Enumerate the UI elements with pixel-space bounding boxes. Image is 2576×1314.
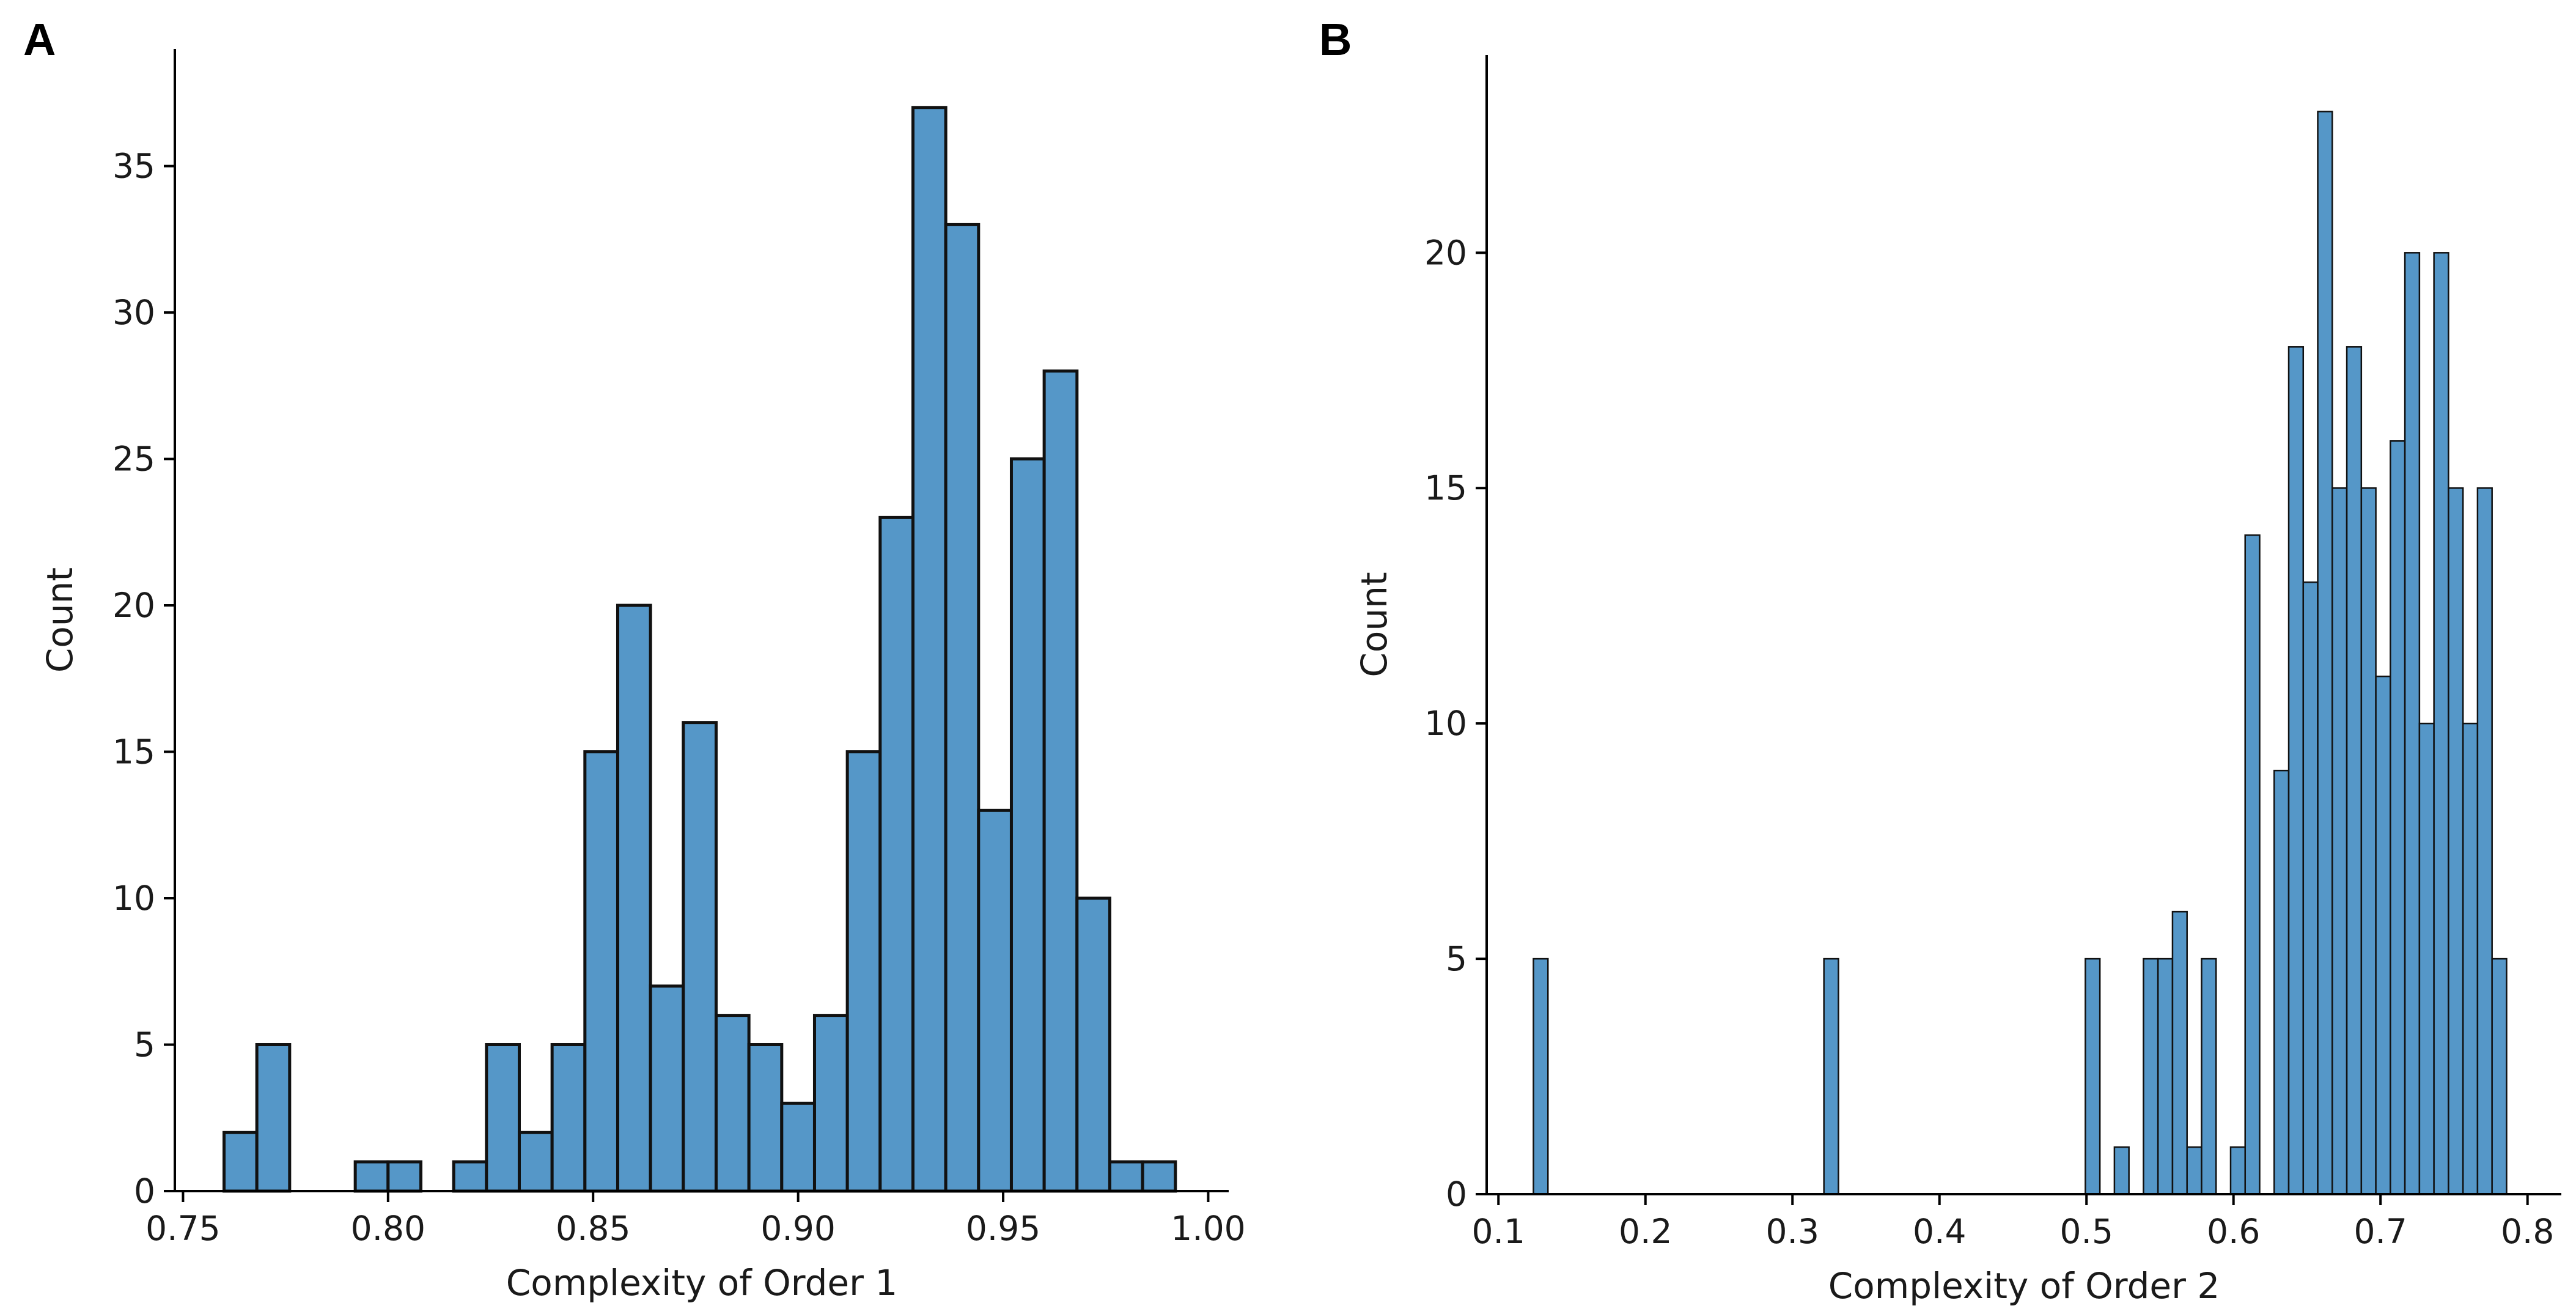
histogram-a-bar	[944, 223, 981, 1193]
histogram-a-bars	[223, 106, 1177, 1193]
histogram-b-bar	[2229, 1146, 2246, 1195]
histogram-b-x-tick-label: 0.3	[1765, 1212, 1819, 1251]
histogram-a-y-ticks: 0 5 10 15 20 25 30 35	[112, 147, 175, 1211]
histogram-a-bar	[812, 1014, 849, 1193]
histogram-a-bar	[353, 1160, 390, 1193]
panel-b-label: B	[1319, 14, 1352, 65]
histogram-a-bar	[616, 603, 652, 1193]
histogram-b-bar	[2113, 1146, 2130, 1195]
histogram-b-bars	[1533, 111, 2508, 1195]
histogram-a-x-tick-label: 0.85	[556, 1209, 630, 1248]
histogram-b-bar	[2476, 487, 2493, 1195]
histogram-b-bar	[2462, 722, 2479, 1195]
histogram-a-y-tick-label: 30	[112, 293, 155, 332]
histogram-a-bar	[911, 106, 948, 1193]
histogram-b-x-tick-label: 0.5	[2059, 1212, 2113, 1251]
histogram-b-bar	[1533, 958, 1549, 1195]
histogram-b-y-tick-label: 15	[1424, 468, 1467, 508]
histogram-a-bar	[550, 1043, 587, 1193]
histogram-a-x-ticks: 0.75 0.80 0.85 0.90 0.95 1.00	[145, 1191, 1246, 1248]
histogram-a-bar	[1141, 1160, 1177, 1193]
histogram-a-y-tick-label: 20	[112, 586, 155, 625]
histogram-b-bar	[2171, 910, 2188, 1195]
histogram-a-bar	[255, 1043, 292, 1193]
histogram-a-x-tick-label: 0.95	[966, 1209, 1040, 1248]
histogram-a-x-tick-label: 0.90	[760, 1209, 835, 1248]
histogram-b-y-tick-label: 20	[1424, 233, 1467, 272]
histogram-b-bar	[2331, 487, 2348, 1195]
histogram-a-bar	[845, 750, 882, 1193]
histogram-a-x-tick-label: 1.00	[1171, 1209, 1245, 1248]
histogram-b-bar	[1823, 958, 1839, 1195]
histogram-a-bar	[1108, 1160, 1144, 1193]
histogram-b-bar	[2433, 252, 2449, 1195]
histogram-b-x-tick-label: 0.6	[2207, 1212, 2260, 1251]
histogram-b-x-tick-label: 0.4	[1913, 1212, 1966, 1251]
histogram-a-bar	[714, 1014, 751, 1193]
histogram-b-x-tick-label: 0.1	[1472, 1212, 1525, 1251]
histogram-a-bar	[878, 515, 914, 1193]
histogram-b-y-tick-label: 10	[1424, 704, 1467, 743]
histogram-a-bar	[386, 1160, 422, 1193]
histogram-b-x-ticks: 0.1 0.2 0.3 0.4 0.5 0.6 0.7 0.8	[1472, 1194, 2554, 1251]
histogram-a-y-tick-label: 25	[112, 440, 155, 479]
histogram-b-bar	[2085, 958, 2101, 1195]
histogram-a-bar	[517, 1131, 554, 1193]
histogram-a-y-tick-label: 35	[112, 147, 155, 186]
histogram-a-y-tick-label: 5	[134, 1025, 155, 1065]
histogram-a-bar	[780, 1101, 816, 1193]
histogram-a-bar	[452, 1160, 488, 1193]
histogram-b-bar	[2404, 252, 2421, 1195]
histogram-a-bar	[223, 1131, 259, 1193]
histogram-b-y-ticks: 0 5 10 15 20	[1424, 233, 1487, 1214]
histogram-b-bar	[2201, 958, 2217, 1195]
histogram-a-y-tick-label: 10	[112, 879, 155, 918]
histogram-b-bar	[2317, 111, 2333, 1195]
histogram-b-bar	[2390, 440, 2406, 1195]
histogram-b-bar	[2244, 534, 2261, 1195]
histogram-b-y-tick-label: 0	[1446, 1175, 1467, 1214]
histogram-b-y-tick-label: 5	[1446, 939, 1467, 978]
histogram-b-bar	[2143, 958, 2159, 1195]
histogram-b-bar	[2418, 722, 2435, 1195]
histogram-a-bar	[1075, 896, 1111, 1193]
histogram-panel-b: 0.1 0.2 0.3 0.4 0.5 0.6 0.7 0.8 0 5 10 15 20 Comple…	[1353, 55, 2561, 1307]
histogram-b-bar	[2157, 958, 2174, 1195]
histogram-a-y-label: Count	[39, 567, 81, 673]
histogram-a-bar	[485, 1043, 521, 1193]
histogram-b-bar	[2491, 958, 2508, 1195]
histogram-b-x-label: Complexity of Order 2	[1828, 1265, 2220, 1307]
histogram-a-x-tick-label: 0.80	[351, 1209, 425, 1248]
histogram-b-bar	[2448, 487, 2464, 1195]
histogram-b-x-tick-label: 0.7	[2353, 1212, 2407, 1251]
panel-a-label: A	[23, 14, 56, 65]
histogram-b-bar	[2273, 769, 2290, 1195]
histogram-b-bar	[2375, 675, 2391, 1195]
histogram-a-y-tick-label: 0	[134, 1172, 155, 1211]
histogram-b-x-tick-label: 0.8	[2501, 1212, 2554, 1251]
histogram-a-y-tick-label: 15	[112, 733, 155, 772]
histogram-b-bar	[2186, 1146, 2202, 1195]
histogram-a-bar	[583, 750, 619, 1193]
histogram-b-bar	[2287, 346, 2305, 1195]
histogram-b-bar	[2360, 487, 2377, 1195]
histogram-a-x-label: Complexity of Order 1	[506, 1262, 898, 1304]
histogram-b-x-tick-label: 0.2	[1619, 1212, 1672, 1251]
histogram-a-bar	[1009, 457, 1046, 1193]
histogram-b-bar	[2346, 346, 2363, 1195]
histogram-a-bar	[1042, 369, 1079, 1193]
histogram-panel-a: 0.75 0.80 0.85 0.90 0.95 1.00 05101520253035 …	[39, 49, 1246, 1304]
histogram-a-bar	[649, 984, 685, 1193]
histogram-a-bar	[682, 721, 718, 1193]
histogram-a-x-tick-label: 0.75	[145, 1209, 220, 1248]
histogram-a-bar	[977, 808, 1013, 1193]
histogram-b-bar	[2302, 581, 2319, 1195]
histogram-b-y-label: Count	[1353, 572, 1395, 677]
histogram-a-bar	[747, 1043, 784, 1193]
